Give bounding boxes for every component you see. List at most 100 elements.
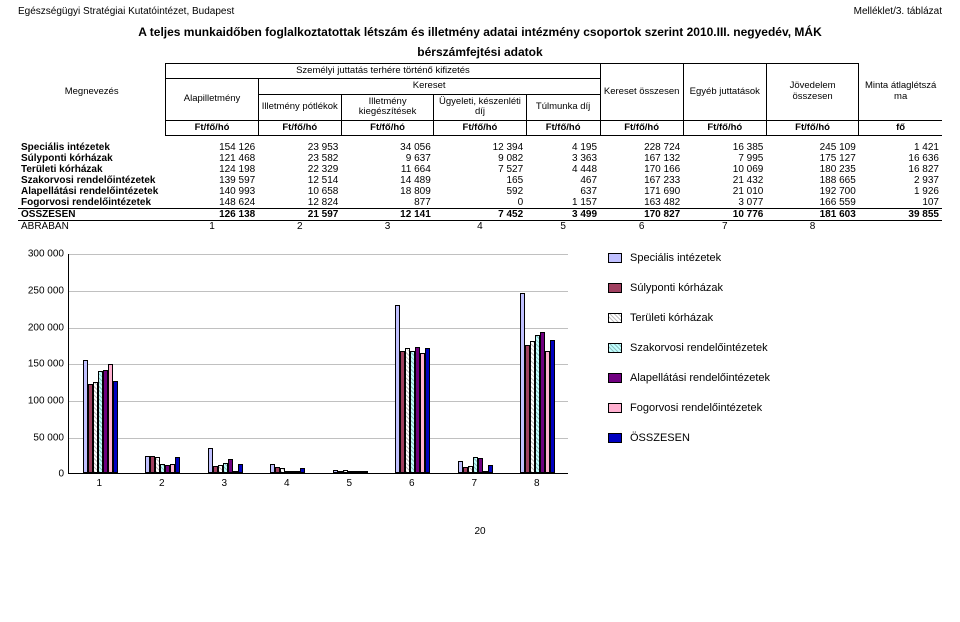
row-label: Szakorvosi rendelőintézetek <box>18 175 166 186</box>
col-megnevezes: Megnevezés <box>18 64 166 121</box>
data-cell: 22 329 <box>258 164 341 175</box>
x-tick-label: 6 <box>381 478 444 489</box>
row-label: Súlyponti kórházak <box>18 153 166 164</box>
data-cell: 592 <box>434 186 526 197</box>
legend-label: Szakorvosi rendelőintézetek <box>630 342 768 354</box>
bar-group <box>145 456 180 474</box>
data-cell: 7 995 <box>683 153 766 164</box>
legend-item: Alapellátási rendelőintézetek <box>608 372 908 384</box>
org-label: Egészségügyi Stratégiai Kutatóintézet, B… <box>18 6 234 17</box>
unit-cell: Ft/fő/hó <box>258 120 341 135</box>
data-cell: 228 724 <box>600 142 683 153</box>
data-cell: 245 109 <box>766 142 858 153</box>
y-tick-label: 250 000 <box>14 285 64 296</box>
bar <box>238 464 243 473</box>
data-cell: 21 010 <box>683 186 766 197</box>
legend-swatch <box>608 283 622 293</box>
data-cell: 12 394 <box>434 142 526 153</box>
data-cell: 4 <box>434 221 526 233</box>
data-cell: 188 665 <box>766 175 858 186</box>
bar <box>425 348 430 473</box>
chart-legend: Speciális intézetekSúlyponti kórházakTer… <box>608 246 908 506</box>
row-label: Fogorvosi rendelőintézetek <box>18 197 166 209</box>
col-kiegeszitesek: Illetmény kiegészítések <box>341 94 433 120</box>
row-label: ÖSSZESEN <box>18 209 166 221</box>
data-cell: 3 <box>341 221 433 233</box>
data-cell: 16 827 <box>859 164 942 175</box>
header-table: Megnevezés Személyi juttatás terhére tör… <box>18 63 942 136</box>
legend-swatch <box>608 313 622 323</box>
legend-label: Alapellátási rendelőintézetek <box>630 372 770 384</box>
data-cell: 467 <box>526 175 600 186</box>
data-cell: 181 603 <box>766 209 858 221</box>
y-tick-label: 100 000 <box>14 395 64 406</box>
data-cell: 21 432 <box>683 175 766 186</box>
x-tick-label: 4 <box>256 478 319 489</box>
data-cell: 124 198 <box>166 164 258 175</box>
data-cell: 0 <box>434 197 526 209</box>
x-tick-label: 2 <box>131 478 194 489</box>
legend-item: Súlyponti kórházak <box>608 282 908 294</box>
data-cell: 5 <box>526 221 600 233</box>
data-cell: 8 <box>766 221 858 233</box>
data-cell: 6 <box>600 221 683 233</box>
data-cell: 4 448 <box>526 164 600 175</box>
row-label: Alapellátási rendelőintézetek <box>18 186 166 197</box>
gridline <box>69 438 568 439</box>
unit-cell: Ft/fő/hó <box>434 120 526 135</box>
y-tick-label: 0 <box>14 469 64 480</box>
col-egyeb: Egyéb juttatások <box>683 64 766 121</box>
data-cell: 1 421 <box>859 142 942 153</box>
bar <box>550 340 555 473</box>
bar <box>363 471 368 474</box>
legend-label: ÖSSZESEN <box>630 432 690 444</box>
col-ugyeleti: Ügyeleti, készenléti díj <box>434 94 526 120</box>
data-table-body: Speciális intézetek154 12623 95334 05612… <box>18 142 942 232</box>
data-cell: 12 141 <box>341 209 433 221</box>
unit-cell: Ft/fő/hó <box>526 120 600 135</box>
unit-cell: Ft/fő/hó <box>683 120 766 135</box>
gridline <box>69 401 568 402</box>
data-cell: 180 235 <box>766 164 858 175</box>
chart-area: 12345678 050 000100 000150 000200 000250… <box>18 246 942 506</box>
legend-swatch <box>608 343 622 353</box>
col-kereset-ossz: Kereset összesen <box>600 64 683 121</box>
data-cell: 14 489 <box>341 175 433 186</box>
bar-group <box>395 305 430 473</box>
data-cell: 16 636 <box>859 153 942 164</box>
col-tulmunka: Túlmunka díj <box>526 94 600 120</box>
data-cell: 121 468 <box>166 153 258 164</box>
data-cell: 107 <box>859 197 942 209</box>
data-cell: 7 527 <box>434 164 526 175</box>
y-tick-label: 300 000 <box>14 249 64 260</box>
data-cell: 139 597 <box>166 175 258 186</box>
col-minta: Minta átlaglétszá ma <box>859 64 942 121</box>
unit-cell: fő <box>859 120 942 135</box>
attachment-label: Melléklet/3. táblázat <box>854 6 942 17</box>
data-cell: 10 069 <box>683 164 766 175</box>
data-cell: 9 082 <box>434 153 526 164</box>
data-cell: 3 363 <box>526 153 600 164</box>
data-cell: 163 482 <box>600 197 683 209</box>
data-cell: 192 700 <box>766 186 858 197</box>
bar <box>175 457 180 473</box>
legend-swatch <box>608 403 622 413</box>
bar <box>113 381 118 474</box>
data-cell: 175 127 <box>766 153 858 164</box>
data-cell: 9 637 <box>341 153 433 164</box>
data-cell: 11 664 <box>341 164 433 175</box>
y-tick-label: 150 000 <box>14 359 64 370</box>
legend-label: Fogorvosi rendelőintézetek <box>630 402 762 414</box>
gridline <box>69 254 568 255</box>
data-cell: 10 658 <box>258 186 341 197</box>
data-cell: 148 624 <box>166 197 258 209</box>
data-cell: 3 499 <box>526 209 600 221</box>
unit-cell: Ft/fő/hó <box>766 120 858 135</box>
x-tick-label: 3 <box>193 478 256 489</box>
data-cell: 7 452 <box>434 209 526 221</box>
data-cell: 16 385 <box>683 142 766 153</box>
bar <box>300 468 305 473</box>
data-cell: 165 <box>434 175 526 186</box>
bar <box>488 465 493 473</box>
data-cell: 7 <box>683 221 766 233</box>
